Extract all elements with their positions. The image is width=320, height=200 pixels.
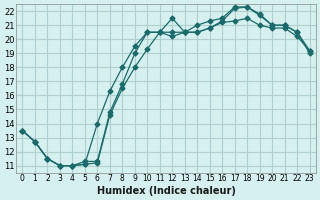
X-axis label: Humidex (Indice chaleur): Humidex (Indice chaleur) [97,186,236,196]
